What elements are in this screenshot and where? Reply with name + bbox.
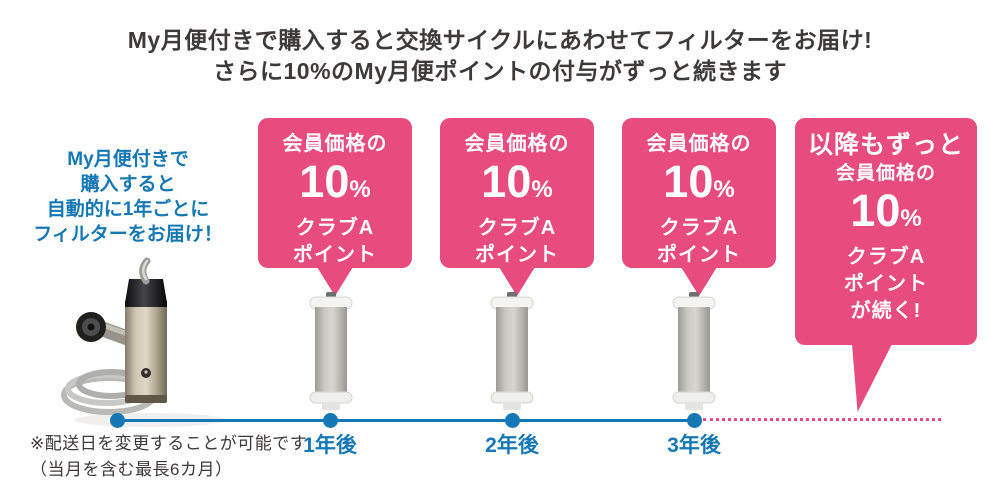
bubble-heading: 会員価格の [646,133,752,155]
timeline-dot-year1 [323,413,338,428]
timeline-dot-year2 [505,413,520,428]
percent-sign: % [900,205,922,232]
left-callout: My月便付きで 購入すると 自動的に1年ごとに フィルターをお届け！ [18,147,238,247]
bubble-club-line: クラブA [846,246,926,268]
percent-value: 10 [663,156,714,207]
bubble-tail-icon [852,344,892,412]
left-callout-line: 自動的に1年ごとに [46,199,210,220]
benefit-bubble-year3: 会員価格の 10% クラブA ポイント [622,118,776,296]
percent-sign: % [349,176,371,203]
percent-value: 10 [481,156,532,207]
timeline-dot-start [110,413,125,428]
benefit-bubble-year1: 会員価格の 10% クラブA ポイント [258,118,412,296]
timeline-dot-year3 [687,413,702,428]
footnote: ※配送日を変更することが可能です （当月を含む最長6カ月） [30,431,307,483]
left-callout-line: My月便付きで [67,149,189,170]
bubble-point-line: ポイント [475,244,559,266]
footnote-line-2: （当月を含む最長6カ月） [30,460,233,479]
title-line-1: My月便付きで購入すると交換サイクルにあわせてフィルターをお届け! [127,27,873,53]
percent-value: 10 [850,185,901,236]
bubble-point-line: ポイント [293,244,377,266]
water-purifier-image [61,257,226,427]
timeline-line [117,419,695,422]
bubble-percent: 10% [663,157,734,215]
title-line-2: さらに10%のMy月便ポイントの付与がずっと続きます [213,58,787,84]
benefit-bubble-ongoing: 以降もずっと 会員価格の 10% クラブA ポイント が続く! [795,118,977,412]
bubble-tail-icon [681,267,717,296]
bubble-continues-line: が続く! [850,300,922,322]
bubble-percent: 10% [481,157,552,215]
page-title: My月便付きで購入すると交換サイクルにあわせてフィルターをお届け! さらに10%… [0,25,1000,87]
bubble-percent: 10% [299,157,370,215]
bubble-heading: 会員価格の [835,163,936,184]
bubble-tail-icon [317,267,353,296]
percent-value: 10 [299,156,350,207]
footnote-line-1: ※配送日を変更することが可能です [30,434,308,453]
bubble-club-line: クラブA [659,217,739,239]
benefit-bubble-year2: 会員価格の 10% クラブA ポイント [440,118,594,296]
bubble-heading: 会員価格の [464,133,570,155]
bubble-point-line: ポイント [844,273,928,295]
left-callout-line: フィルターをお届け！ [33,224,223,245]
timeline-dotted-line [703,418,941,421]
filter-cartridge-image [672,292,716,410]
bubble-percent: 10% [850,186,921,244]
bubble-club-line: クラブA [477,217,557,239]
bubble-intro: 以降もずっと [807,131,964,159]
timeline-label-year2: 2年後 [485,434,539,457]
bubble-heading: 会員価格の [282,133,388,155]
filter-cartridge-image [490,292,534,410]
timeline-label-year1: 1年後 [303,434,357,457]
left-callout-line: 購入すると [80,174,176,195]
percent-sign: % [713,176,735,203]
bubble-club-line: クラブA [295,217,375,239]
bubble-tail-icon [499,267,535,296]
filter-cartridge-image [309,292,353,410]
bubble-point-line: ポイント [657,244,741,266]
percent-sign: % [531,176,553,203]
timeline-label-year3: 3年後 [667,434,721,457]
